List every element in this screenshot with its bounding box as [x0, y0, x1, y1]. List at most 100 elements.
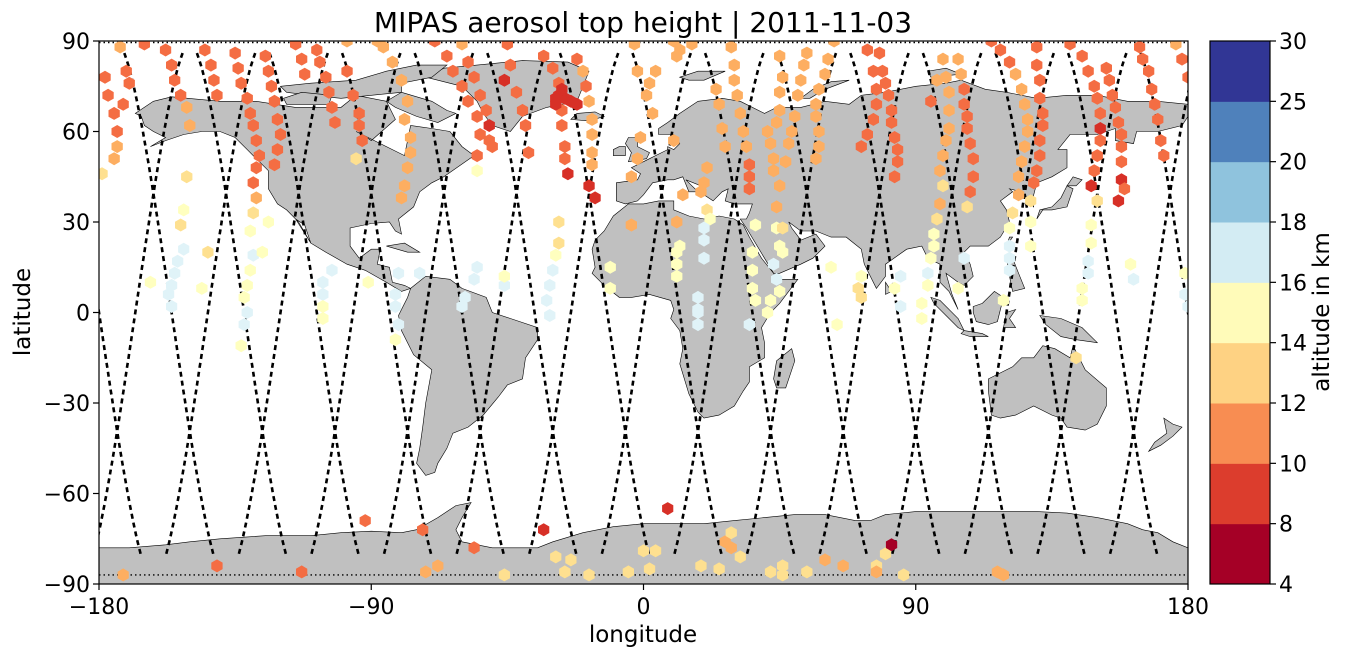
data-point-274 [885, 103, 898, 117]
data-point-91 [398, 112, 411, 126]
data-point-90 [401, 94, 414, 108]
data-point-109 [474, 128, 486, 141]
y-tick-label-6: 90 [62, 30, 90, 55]
data-point-113 [468, 272, 480, 286]
data-point-402 [538, 523, 550, 537]
data-point-253 [810, 97, 822, 111]
data-point-255 [813, 125, 825, 138]
data-point-212 [743, 158, 755, 172]
orbit-track-descending-3 [310, 52, 402, 555]
data-point-31 [211, 88, 223, 102]
data-point-78 [356, 134, 368, 148]
orbit-track-descending-4 [382, 52, 475, 555]
data-point-288 [943, 103, 955, 117]
data-point-8 [120, 64, 132, 78]
data-point-197 [698, 233, 710, 247]
data-point-369 [1109, 100, 1121, 114]
data-point-159 [586, 112, 598, 126]
data-point-216 [746, 245, 758, 259]
data-point-138 [556, 119, 568, 132]
data-point-287 [943, 85, 955, 99]
data-point-422 [819, 553, 831, 567]
orbit-track-ascending-10 [776, 52, 868, 555]
data-point-132 [522, 146, 535, 160]
data-point-134 [547, 61, 559, 75]
land-java [960, 330, 989, 337]
data-point-420 [777, 568, 789, 582]
data-point-247 [777, 245, 789, 259]
data-point-315 [952, 281, 964, 295]
data-point-69 [320, 70, 332, 84]
data-point-341 [1034, 149, 1046, 163]
data-point-235 [771, 272, 783, 286]
data-point-71 [326, 100, 338, 114]
data-point-344 [1025, 194, 1037, 208]
colorbar-frame [1209, 40, 1271, 585]
data-point-317 [994, 43, 1007, 57]
orbit-track-ascending-13 [994, 52, 1086, 555]
data-point-394 [211, 559, 223, 573]
data-point-342 [1031, 164, 1043, 178]
data-point-227 [764, 137, 777, 151]
orbit-track-ascending-8 [631, 52, 723, 555]
data-point-297 [928, 239, 940, 253]
data-point-12 [159, 43, 172, 57]
data-point-371 [1115, 128, 1128, 141]
data-point-142 [553, 215, 565, 229]
data-point-146 [544, 278, 556, 292]
data-point-306 [958, 97, 970, 111]
data-point-21 [178, 242, 190, 256]
data-point-161 [586, 146, 598, 160]
x-tick-label-0: −180 [69, 595, 129, 620]
data-point-10 [117, 97, 129, 111]
data-point-213 [743, 170, 755, 184]
colorbar-bin-0 [1210, 523, 1270, 585]
data-point-72 [329, 116, 341, 129]
data-point-68 [314, 55, 326, 69]
data-point-396 [359, 514, 371, 528]
y-axis-ticks: −90 −60 −30 0 30 60 90 [44, 30, 99, 598]
y-tick-label-2: −30 [44, 392, 90, 417]
data-point-55 [262, 64, 274, 78]
colorbar-bin-4 [1210, 282, 1270, 344]
data-point-426 [870, 565, 883, 579]
colorbar-tick-label-3: 12 [1279, 392, 1307, 417]
data-point-133 [538, 49, 550, 63]
data-point-356 [1088, 164, 1100, 178]
orbit-track-descending-6 [528, 52, 620, 555]
data-point-254 [810, 109, 822, 123]
orbit-track-ascending-0 [99, 303, 142, 555]
data-point-421 [801, 565, 813, 579]
data-point-82 [317, 287, 329, 301]
data-point-313 [961, 200, 973, 214]
data-point-20 [175, 218, 187, 232]
data-point-23 [169, 266, 181, 280]
colorbar-bin-7 [1210, 101, 1270, 163]
data-point-219 [749, 293, 762, 307]
colorbar-tick-label-6: 18 [1279, 211, 1307, 236]
data-point-112 [471, 260, 483, 274]
data-point-87 [377, 41, 389, 54]
data-point-60 [271, 143, 284, 157]
x-tick-label-3: 90 [902, 595, 930, 620]
data-point-365 [1070, 351, 1082, 365]
data-point-168 [640, 88, 653, 102]
data-point-398 [432, 559, 444, 573]
land-australia [988, 344, 1107, 431]
data-point-272 [879, 76, 892, 90]
data-point-0 [99, 70, 111, 84]
data-point-80 [326, 263, 338, 277]
data-point-106 [456, 79, 468, 93]
data-point-302 [916, 312, 928, 325]
data-point-93 [404, 146, 417, 160]
data-point-171 [634, 131, 647, 144]
data-point-163 [583, 179, 595, 193]
data-point-411 [662, 502, 674, 516]
data-point-120 [480, 103, 492, 117]
data-point-26 [166, 300, 178, 313]
data-point-108 [471, 109, 483, 123]
land-madagascar [773, 348, 796, 389]
data-point-246 [777, 221, 789, 235]
data-point-125 [498, 269, 510, 283]
